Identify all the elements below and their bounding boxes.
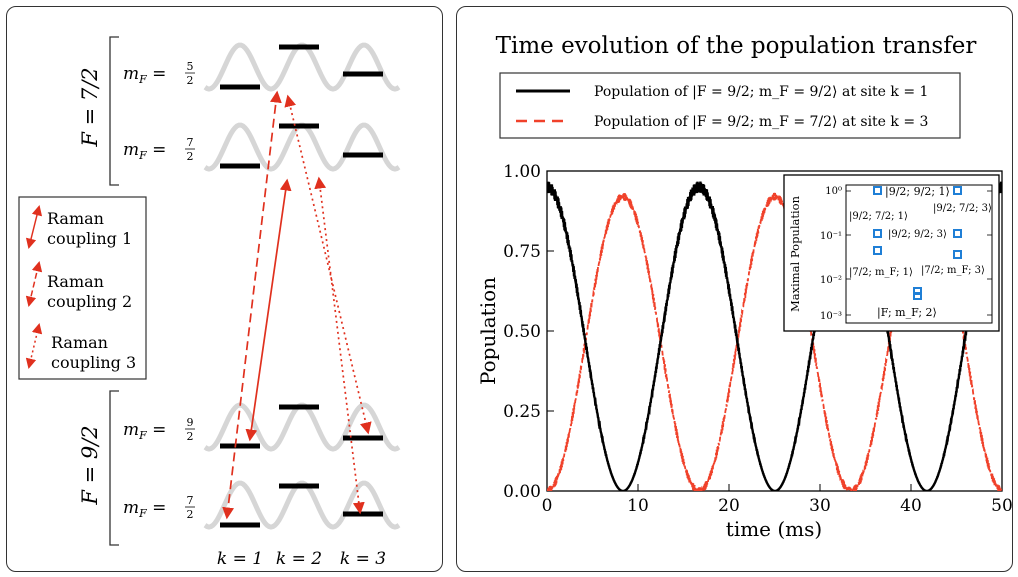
inset-y-label: Maximal Population bbox=[788, 195, 802, 312]
site-label-k1: k = 1 bbox=[217, 549, 263, 569]
site-label-k2: k = 2 bbox=[276, 549, 322, 569]
legend-arrow-solid bbox=[25, 204, 43, 250]
upper-manifold-label: F = 7/2 bbox=[78, 67, 102, 147]
inset-label-9-7-1: |9/2; 7/2; 1⟩ bbox=[849, 211, 908, 222]
inset-marker-7-mf-1 bbox=[873, 246, 882, 255]
chart-title: Time evolution of the population transfe… bbox=[496, 33, 977, 59]
inset-marker-9-9-1 bbox=[873, 186, 882, 195]
inset-label-9-7-3: |9/2; 7/2; 3⟩ bbox=[933, 203, 992, 214]
legend-label-3-line2: coupling 3 bbox=[51, 353, 136, 372]
series-site1-curve bbox=[547, 181, 1002, 491]
legend-arrow-dotted bbox=[25, 322, 43, 370]
svg-text:2: 2 bbox=[187, 150, 194, 163]
site-label-k3: k = 3 bbox=[340, 549, 386, 569]
lattice-well-row-4 bbox=[203, 480, 401, 530]
x-tick-label: 50 bbox=[991, 496, 1013, 516]
svg-text:9: 9 bbox=[187, 416, 194, 429]
legend-label-1-line2: coupling 1 bbox=[47, 229, 132, 248]
inset-box bbox=[783, 174, 1000, 332]
lattice-well-row-1 bbox=[203, 42, 401, 92]
inset-ytick-1: 10⁻¹ bbox=[820, 231, 842, 242]
y-tick-label: 0.00 bbox=[503, 482, 541, 502]
y-axis-label: Population bbox=[476, 277, 500, 385]
population-plot-panel: Time evolution of the population transfe… bbox=[456, 6, 1013, 572]
inset-marker-f-mf-2-b bbox=[913, 293, 922, 300]
svg-text:5: 5 bbox=[187, 60, 194, 73]
svg-text:mF =: mF = bbox=[123, 420, 166, 442]
inset-ytick-2: 10⁻² bbox=[820, 275, 842, 286]
legend-text-red: Population of |F = 9/2; m_F = 7/2⟩ at si… bbox=[594, 114, 928, 130]
inset-label-7-mf-3: |7/2; m_F; 3⟩ bbox=[921, 265, 985, 276]
mf-label-lower-1: mF = 9 2 bbox=[123, 416, 195, 443]
raman-coupling-2-arrow-b bbox=[284, 94, 372, 435]
x-tick-label: 40 bbox=[900, 496, 922, 516]
svg-text:mF =: mF = bbox=[123, 140, 166, 162]
svg-text:2: 2 bbox=[187, 74, 194, 87]
y-tick-label: 1.00 bbox=[503, 162, 541, 182]
y-tick-label: 0.50 bbox=[503, 322, 541, 342]
lower-manifold-label: F = 9/2 bbox=[78, 425, 102, 505]
inset-label-f-mf-2: |F; m_F; 2⟩ bbox=[877, 306, 937, 320]
x-tick-label: 0 bbox=[542, 496, 553, 516]
x-axis-ticks: 0 10 20 30 40 50 bbox=[542, 484, 1013, 516]
inset-label-9-9-1: |9/2; 9/2; 1⟩ bbox=[885, 185, 950, 199]
inset-label-9-9-3: |9/2; 9/2; 3⟩ bbox=[888, 229, 947, 240]
mf-label-lower-2: mF = 7 2 bbox=[123, 494, 195, 521]
population-chart: Time evolution of the population transfe… bbox=[476, 33, 1013, 541]
energy-levels bbox=[220, 44, 383, 528]
lower-manifold-bracket bbox=[109, 390, 119, 546]
lattice-well-row-3 bbox=[203, 402, 401, 452]
level-scheme-diagram: F = 7/2 F = 9/2 mF = 5 2 mF = 7 2 mF = 9… bbox=[18, 36, 401, 569]
svg-text:2: 2 bbox=[187, 508, 194, 521]
svg-text:7: 7 bbox=[187, 136, 194, 149]
upper-manifold-bracket bbox=[109, 36, 119, 186]
svg-text:mF =: mF = bbox=[123, 64, 166, 86]
legend-arrow-dashed bbox=[25, 260, 43, 308]
inset-marker-9-7-3 bbox=[953, 186, 962, 195]
inset-ytick-0: 10⁰ bbox=[825, 186, 842, 197]
legend-label-3-line1: Raman bbox=[51, 333, 108, 352]
raman-arrows bbox=[222, 90, 372, 520]
svg-text:2: 2 bbox=[187, 430, 194, 443]
inset-plot-area bbox=[845, 184, 993, 324]
mf-label-upper-2: mF = 7 2 bbox=[123, 136, 195, 163]
x-tick-label: 10 bbox=[627, 496, 649, 516]
svg-text:mF =: mF = bbox=[123, 498, 166, 520]
mf-label-upper-1: mF = 5 2 bbox=[123, 60, 195, 87]
raman-coupling-2-arrow bbox=[222, 90, 282, 520]
inset-marker-9-7-1 bbox=[873, 229, 882, 238]
inset-marker-7-mf-3 bbox=[953, 250, 962, 259]
inset-markers bbox=[873, 186, 962, 300]
raman-coupling-1-arrow bbox=[245, 178, 292, 442]
legend-label-2-line2: coupling 2 bbox=[47, 292, 132, 311]
legend-label-1-line1: Raman bbox=[47, 209, 104, 228]
level-scheme-panel: F = 7/2 F = 9/2 mF = 5 2 mF = 7 2 mF = 9… bbox=[6, 6, 443, 572]
raman-coupling-3-arrow bbox=[314, 176, 365, 515]
inset-marker-9-9-3 bbox=[953, 229, 962, 238]
coupling-legend-arrows bbox=[25, 204, 43, 370]
lattice-well-row-2 bbox=[203, 122, 401, 172]
x-axis-label: time (ms) bbox=[726, 517, 822, 541]
y-tick-label: 0.25 bbox=[503, 402, 541, 422]
x-tick-label: 20 bbox=[718, 496, 740, 516]
inset-ytick-3: 10⁻³ bbox=[820, 311, 842, 322]
inset-label-7-mf-1: |7/2; m_F; 1⟩ bbox=[849, 267, 913, 278]
y-axis-ticks: 0.00 0.25 0.50 0.75 1.00 bbox=[503, 162, 554, 502]
legend-label-2-line1: Raman bbox=[47, 272, 104, 291]
svg-text:7: 7 bbox=[187, 494, 194, 507]
x-tick-label: 30 bbox=[809, 496, 831, 516]
chart-legend-box bbox=[499, 72, 961, 139]
legend-text-black: Population of |F = 9/2; m_F = 9/2⟩ at si… bbox=[594, 84, 928, 100]
y-tick-label: 0.75 bbox=[503, 242, 541, 262]
